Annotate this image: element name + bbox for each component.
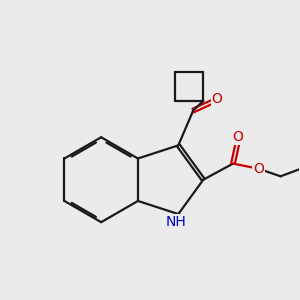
Text: O: O xyxy=(212,92,222,106)
Text: O: O xyxy=(233,130,244,144)
Text: O: O xyxy=(253,162,264,176)
Text: NH: NH xyxy=(166,215,187,229)
